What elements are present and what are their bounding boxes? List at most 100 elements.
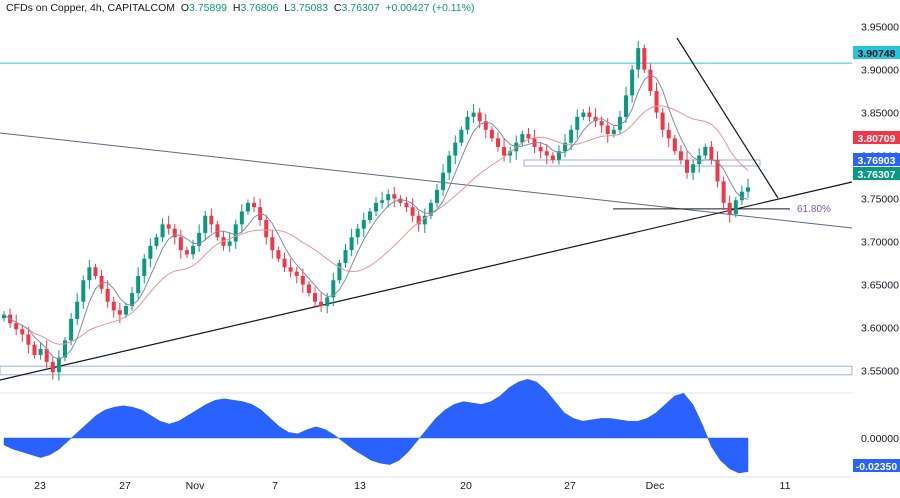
candle-body — [69, 318, 74, 341]
candle-body — [441, 172, 446, 190]
candle-body — [398, 198, 403, 203]
price-tag — [853, 459, 900, 472]
candle-body — [733, 200, 738, 215]
price-tick-label: 3.95000 — [861, 22, 899, 34]
candle-body — [447, 155, 452, 173]
candle-body — [691, 164, 696, 173]
price-tick-label: 3.55000 — [861, 366, 899, 378]
price-tag-label: 3.76903 — [858, 155, 896, 167]
candle-body — [489, 129, 494, 139]
support-zone — [0, 365, 853, 376]
slow-moving-average — [3, 105, 749, 345]
candle-body — [154, 237, 159, 246]
descending-channel-line — [0, 132, 853, 229]
candle-body — [660, 112, 665, 130]
candle-body — [538, 146, 543, 152]
candle-body — [130, 293, 135, 307]
candle-body — [617, 116, 622, 130]
candle-body — [410, 207, 415, 216]
high-label: H — [232, 2, 241, 14]
price-tag — [853, 167, 900, 180]
candle-body — [2, 314, 6, 319]
open-value: 3.75899 — [189, 2, 228, 14]
candle-body — [44, 349, 49, 362]
candle-body — [32, 344, 37, 356]
price-tick-label: 3.70000 — [861, 237, 899, 249]
close-value: 3.76307 — [341, 2, 380, 14]
price-tick-label: 3.85000 — [861, 108, 899, 120]
candle-body — [209, 215, 214, 225]
time-tick-label: 20 — [460, 480, 472, 492]
candle-body — [117, 310, 122, 315]
candle-body — [703, 146, 708, 156]
high-value: 3.76806 — [240, 2, 279, 14]
price-tick-label: 3.90000 — [861, 65, 899, 77]
candle-body — [721, 181, 726, 203]
price-tag — [853, 131, 900, 144]
candle-body — [685, 159, 690, 173]
candle-body — [319, 301, 324, 307]
candle-body — [343, 250, 348, 264]
symbol-title[interactable]: CFDs on Copper, 4h, CAPITALCOM — [6, 2, 176, 14]
candle-body — [648, 69, 653, 92]
candle-body — [422, 215, 427, 225]
candle-body — [544, 151, 549, 156]
fast-moving-average — [3, 74, 749, 360]
candle-body — [642, 48, 647, 70]
price-tick-label: 3.75000 — [861, 194, 899, 206]
candle-body — [624, 95, 629, 117]
candle-body — [575, 116, 580, 130]
price-tag — [853, 153, 900, 166]
candle-body — [380, 200, 385, 203]
candle-body — [245, 202, 250, 212]
candle-body — [233, 224, 238, 242]
price-tick-label: 3.65000 — [861, 280, 899, 292]
change-value: +0.00427 (+0.11%) — [385, 2, 475, 14]
close-label: C — [333, 2, 342, 14]
candle-body — [611, 129, 616, 135]
candle-body — [178, 237, 183, 251]
price-tag-label: -0.02350 — [856, 461, 898, 473]
candle-body — [14, 323, 19, 330]
candle-body — [508, 151, 513, 156]
candle-body — [331, 280, 336, 298]
candle-body — [739, 191, 744, 201]
retest-zone — [523, 159, 761, 167]
candle-body — [20, 329, 25, 335]
candle-body — [148, 245, 153, 259]
candle-body — [160, 224, 165, 238]
candle-body — [252, 202, 257, 208]
candle-body — [75, 301, 80, 319]
candle-body — [288, 267, 293, 272]
candle-body — [282, 258, 287, 268]
time-tick-label: 11 — [780, 480, 791, 492]
candle-body — [666, 129, 671, 139]
candle-body — [587, 112, 592, 117]
candle-body — [337, 263, 342, 281]
candle-body — [715, 159, 720, 182]
candle-body — [313, 293, 318, 302]
oscillator-area — [3, 378, 749, 474]
candle-body — [184, 250, 189, 255]
candle-body — [520, 134, 525, 143]
open-label: O — [180, 2, 190, 14]
candle-body — [136, 275, 141, 294]
candle-body — [276, 250, 281, 259]
price-tag — [853, 46, 900, 59]
candle-body — [355, 228, 360, 238]
time-tick-label: 23 — [34, 480, 46, 492]
candle-body — [325, 297, 330, 307]
candle-body — [93, 267, 98, 276]
candle-body — [111, 301, 116, 311]
candle-body — [746, 187, 750, 192]
candle-body — [172, 228, 177, 238]
candle-body — [630, 69, 635, 96]
candle-body — [105, 288, 110, 302]
candle-body — [697, 155, 702, 165]
candle-body — [605, 125, 610, 135]
candle-body — [374, 202, 378, 212]
time-tick-label: Dec — [646, 480, 665, 492]
time-tick-label: 27 — [564, 480, 576, 492]
